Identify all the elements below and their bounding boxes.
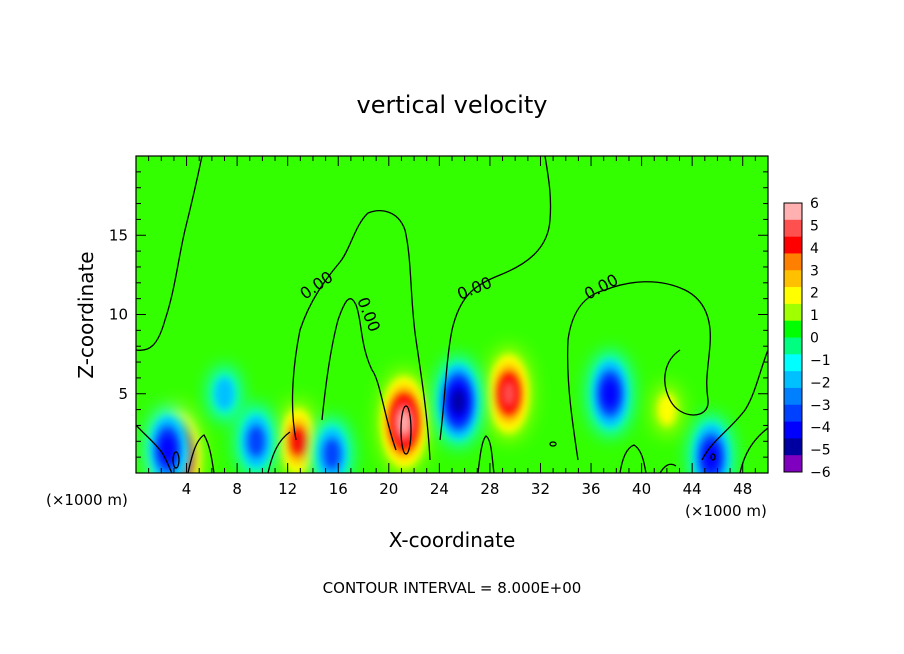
plot-area	[136, 156, 768, 473]
colorbar-label: 5	[810, 218, 819, 234]
x-tick-label: 44	[683, 480, 702, 498]
velocity-cell	[397, 409, 411, 435]
zero-contour	[291, 210, 431, 461]
colorbar-swatch	[784, 387, 802, 406]
colorbar-labels: 6 5 4 3 2 1 0 −1 −2 −3 −4 −5 −6	[810, 196, 831, 481]
x-tick-label: 36	[581, 480, 600, 498]
colorbar-label: −6	[810, 465, 831, 481]
colorbar-swatch	[784, 203, 802, 221]
zero-contour	[187, 434, 215, 473]
x-tick-label: 40	[632, 480, 651, 498]
colorbar-swatch	[784, 236, 802, 254]
colorbar-swatch	[784, 253, 802, 271]
colorbar-swatch	[784, 270, 802, 288]
axis-ticks	[136, 156, 768, 473]
colorbar-label: −2	[810, 375, 831, 391]
x-tick-label: 28	[480, 480, 499, 498]
colorbar-label: −1	[810, 353, 831, 369]
contour-interval-note: CONTOUR INTERVAL = 8.000E+00	[323, 579, 582, 597]
zero-contour	[439, 156, 552, 441]
y-tick-label: 5	[118, 385, 128, 403]
zero-contour	[659, 463, 677, 473]
x-tick-label: 32	[531, 480, 550, 498]
velocity-cell	[323, 438, 341, 470]
zero-contour	[477, 435, 495, 473]
colorbar-label: −3	[810, 398, 831, 414]
x-tick-label: 48	[733, 480, 752, 498]
zero-contour	[136, 424, 173, 473]
colorbar-label: 1	[810, 308, 819, 324]
colorbar-swatch	[784, 354, 802, 372]
colorbar-swatch	[784, 337, 802, 355]
contour-peak	[549, 441, 557, 447]
colorbar-swatch	[784, 455, 802, 473]
velocity-cell	[502, 380, 516, 407]
colorbar	[783, 202, 803, 473]
zero-contour	[321, 298, 397, 451]
colorbar-frame	[783, 202, 803, 473]
velocity-cell	[452, 389, 465, 414]
velocity-cell	[657, 393, 677, 426]
x-tick-label: 20	[379, 480, 398, 498]
colorbar-label: 0	[810, 331, 819, 347]
zero-contours	[136, 156, 768, 473]
colorbar-label: 6	[810, 196, 819, 212]
colorbar-swatch	[784, 219, 802, 237]
y-tick-label: 15	[109, 226, 128, 244]
x-tick-label: 16	[329, 480, 348, 498]
zero-contour	[566, 281, 711, 461]
colorbar-label: −5	[810, 443, 831, 459]
x-tick-label: 24	[430, 480, 449, 498]
colorbar-label: 2	[810, 286, 819, 302]
velocity-features	[145, 345, 734, 473]
velocity-cell	[247, 425, 265, 457]
x-unit-left: (×1000 m)	[46, 491, 128, 509]
velocity-cell	[290, 427, 306, 456]
x-axis-label: X-coordinate	[389, 528, 516, 552]
y-tick-label: 10	[109, 306, 128, 324]
colorbar-swatch	[784, 320, 802, 338]
colorbar-swatch	[784, 371, 802, 389]
colorbar-swatch	[784, 438, 802, 456]
chart-title: vertical velocity	[357, 91, 548, 119]
x-tick-label: 4	[182, 480, 192, 498]
x-unit-right: (×1000 m)	[685, 502, 767, 520]
y-axis-label: Z-coordinate	[74, 251, 98, 378]
colorbar-swatch	[784, 421, 802, 439]
colorbar-label: 3	[810, 263, 819, 279]
contour-peak	[710, 453, 716, 461]
zero-contour	[267, 431, 291, 473]
contour-peak	[400, 405, 412, 455]
colorbar-swatch	[784, 303, 802, 321]
x-tick-label: 8	[232, 480, 242, 498]
contour-peak	[172, 451, 180, 469]
zero-contour	[701, 349, 768, 461]
zero-contour	[619, 444, 647, 473]
x-tick-label: 12	[278, 480, 297, 498]
colorbar-swatch	[784, 404, 802, 422]
zero-contour	[739, 427, 768, 473]
velocity-cell	[602, 379, 618, 408]
zero-contour	[136, 156, 203, 351]
colorbar-swatch	[784, 287, 802, 305]
colorbar-label: −4	[810, 420, 831, 436]
velocity-cell	[215, 377, 234, 410]
colorbar-label: 4	[810, 241, 819, 257]
